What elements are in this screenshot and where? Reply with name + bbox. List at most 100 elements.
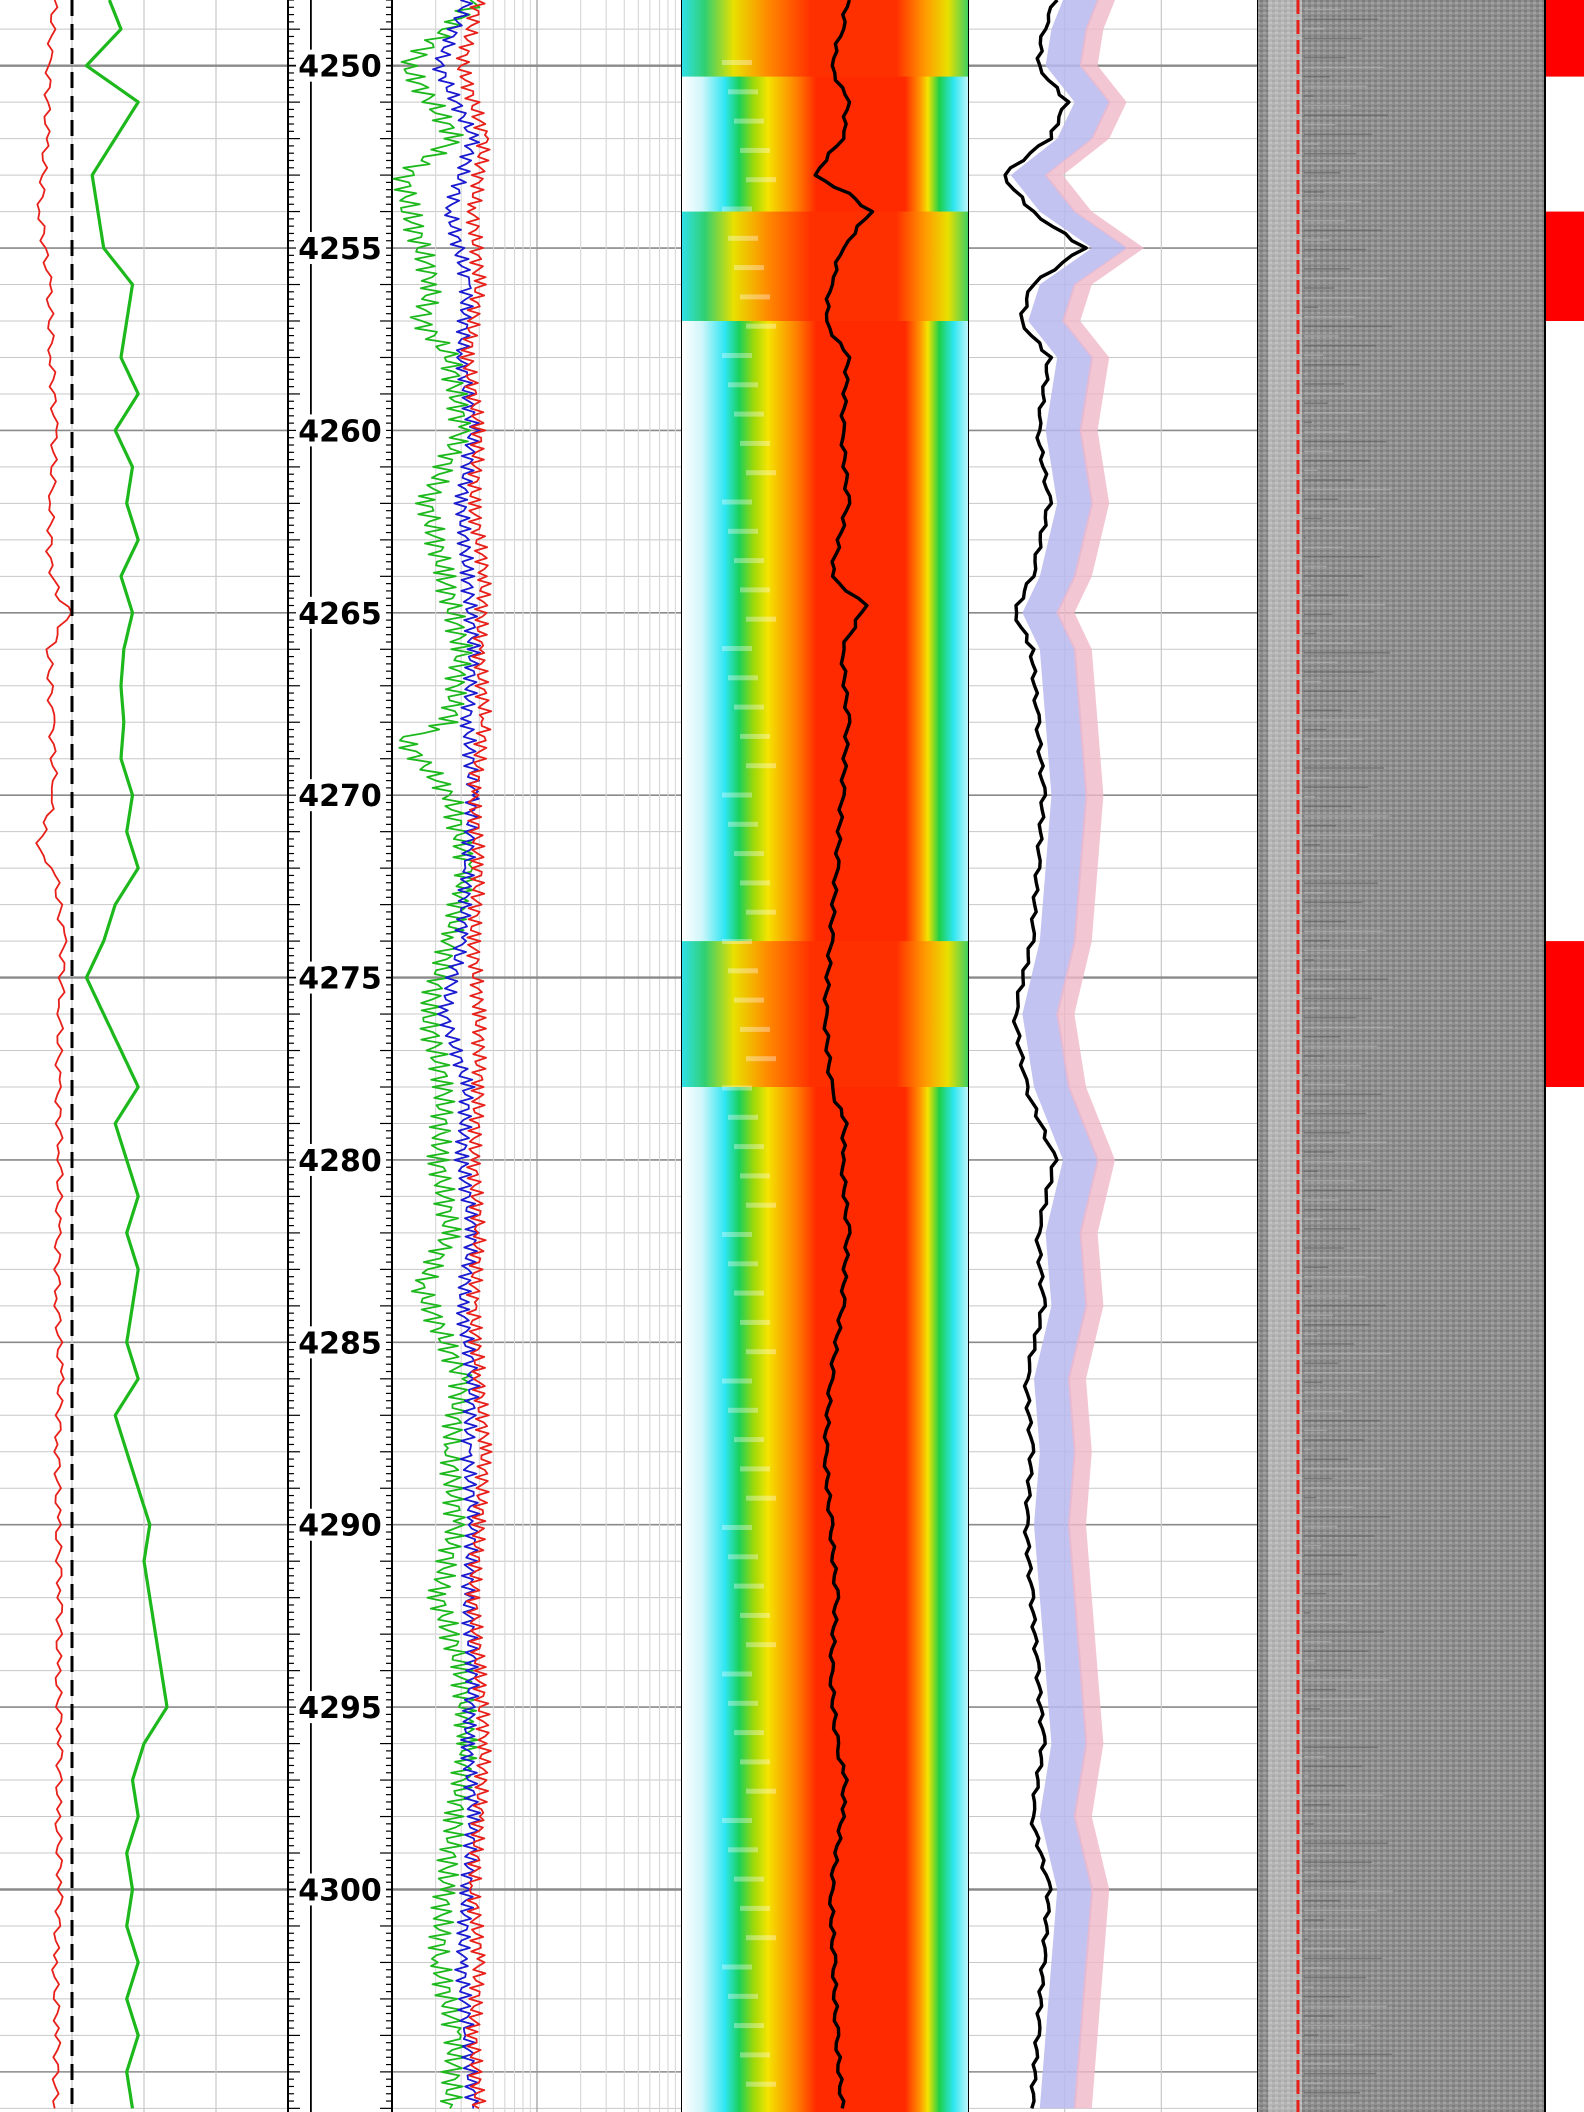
- spectrogram-streak: [728, 675, 758, 681]
- spectrogram-streak: [746, 2081, 776, 2087]
- spectrogram-streak: [722, 1818, 752, 1823]
- spectrogram-streak: [722, 939, 752, 944]
- log-tracks: [35, 0, 1545, 2112]
- flag-interval-2: [1545, 941, 1584, 1088]
- depth-label: 4295: [298, 1691, 382, 1726]
- curve-track3-red: [455, 0, 493, 2110]
- depth-axis: 4250 4255 4260 4265 4270 4275 4280 4285 4290 4295…: [288, 0, 392, 2109]
- spectrogram-streak: [722, 1378, 752, 1384]
- spectrogram-streak: [722, 206, 752, 212]
- depth-label-bg: [296, 1326, 386, 1359]
- spectrogram-streak: [746, 616, 776, 622]
- spectrogram-streak: [734, 1876, 764, 1882]
- spectrogram-streak: [734, 411, 764, 417]
- spectrogram-streak: [722, 646, 752, 651]
- curve-track3-green: [392, 0, 481, 2109]
- depth-label: 4260: [298, 414, 382, 449]
- spectrogram-streak: [734, 997, 764, 1003]
- depth-label-bg: [296, 414, 386, 447]
- spectrogram-streak: [734, 265, 764, 271]
- spectrogram-streak: [722, 1525, 752, 1530]
- depth-label: 4300: [298, 1873, 382, 1908]
- flag-interval-0: [1545, 0, 1584, 77]
- spectrogram-streak: [728, 821, 758, 827]
- spectrogram-streak: [722, 1671, 752, 1677]
- spectrogram-streak: [734, 1730, 764, 1736]
- spectrogram-streak: [740, 1905, 770, 1911]
- spectrogram-band-0: [682, 0, 968, 77]
- spectrogram-streak: [746, 1056, 776, 1062]
- spectrogram-streak: [722, 1964, 752, 1970]
- curve-track1-green: [84, 0, 169, 2109]
- depth-label-bg: [296, 596, 386, 629]
- depth-label-bg: [296, 1508, 386, 1541]
- spectrogram-streak: [740, 1319, 770, 1325]
- spectrogram-streak: [746, 177, 776, 183]
- spectrogram-streak: [728, 89, 758, 95]
- depth-label: 4250: [298, 50, 382, 85]
- spectrogram-streak: [722, 499, 752, 505]
- curve-track1-red: [35, 0, 73, 2109]
- image-track-edge: [1268, 0, 1302, 2112]
- spectrogram-streak: [728, 1700, 758, 1706]
- spectrogram-streak: [740, 1612, 770, 1618]
- depth-label-bg: [296, 1143, 386, 1176]
- depth-label-bg: [296, 49, 386, 82]
- spectrogram-band-1: [682, 211, 968, 321]
- spectrogram-streak: [740, 880, 770, 886]
- spectrogram-streak: [734, 2023, 764, 2029]
- spectrogram-streak: [746, 323, 776, 329]
- spectrogram-streak: [746, 1642, 776, 1648]
- spectrogram-streak: [746, 1349, 776, 1355]
- spectrogram-streak: [740, 294, 770, 300]
- depth-label: 4265: [298, 597, 382, 632]
- spectrogram-streak: [722, 60, 752, 65]
- depth-label: 4280: [298, 1144, 382, 1179]
- spectrogram-streak: [734, 1437, 764, 1443]
- spectrogram-streak: [740, 1026, 770, 1032]
- curve-track3-blue: [432, 0, 482, 2109]
- curve-track5-black: [1003, 0, 1088, 2109]
- spectrogram-streak: [740, 2052, 770, 2058]
- spectrogram-streak: [734, 704, 764, 710]
- depth-label-bg: [296, 779, 386, 812]
- depth-label: 4290: [298, 1509, 382, 1544]
- spectrogram-streak: [740, 1759, 770, 1765]
- curve-track4-black: [813, 0, 875, 2109]
- spectrogram-streak: [746, 1788, 776, 1794]
- spectrogram-streak: [728, 382, 758, 388]
- depth-label: 4270: [298, 779, 382, 814]
- spectrogram-streak: [746, 470, 776, 476]
- spectrogram-streak: [734, 1583, 764, 1589]
- depth-label-bg: [296, 961, 386, 994]
- depth-label: 4285: [298, 1326, 382, 1361]
- spectrogram-streak: [740, 440, 770, 446]
- depth-label-bg: [296, 232, 386, 265]
- spectrogram-streak: [734, 558, 764, 564]
- spectrogram-streak: [728, 528, 758, 534]
- spectrogram-streak: [734, 1290, 764, 1296]
- spectrogram-streak: [722, 1085, 752, 1091]
- spectrogram-streak: [728, 1554, 758, 1560]
- spectrogram-streak: [746, 1202, 776, 1208]
- spectrogram-streak: [734, 118, 764, 124]
- spectrogram-streak: [740, 1466, 770, 1472]
- spectrogram-streak: [722, 353, 752, 358]
- spectrogram-streak: [746, 1935, 776, 1941]
- spectrogram-streak: [746, 763, 776, 769]
- spectrogram-streak: [746, 1495, 776, 1501]
- spectrogram-streak: [740, 587, 770, 593]
- spectrogram-streak: [728, 1847, 758, 1853]
- spectrogram-streak: [728, 1114, 758, 1120]
- depth-label-bg: [296, 1873, 386, 1906]
- spectrogram-streak: [740, 1173, 770, 1179]
- spectrogram-streak: [722, 1232, 752, 1237]
- spectrogram-streak: [728, 1993, 758, 1999]
- spectrogram-streak: [734, 851, 764, 857]
- spectrogram-streak: [740, 147, 770, 153]
- flag-track: [1544, 0, 1584, 2112]
- spectrogram-band-2: [682, 941, 968, 1088]
- depth-label-bg: [296, 1691, 386, 1724]
- spectrogram-streak: [728, 968, 758, 974]
